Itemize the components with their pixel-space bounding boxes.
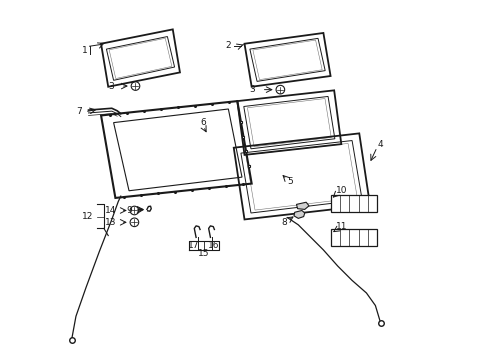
Text: 2: 2 [225, 41, 231, 50]
Text: 11: 11 [336, 222, 347, 231]
Text: 9: 9 [126, 206, 132, 215]
Text: 4: 4 [376, 140, 382, 149]
Text: 17: 17 [187, 241, 199, 250]
Text: 8: 8 [281, 218, 286, 227]
Text: 6: 6 [200, 118, 206, 127]
Text: 15: 15 [198, 249, 209, 258]
Text: 1: 1 [82, 46, 88, 55]
Text: 12: 12 [81, 212, 93, 221]
Text: 16: 16 [207, 241, 219, 250]
Text: 10: 10 [336, 186, 347, 195]
Polygon shape [296, 202, 308, 210]
Text: 13: 13 [105, 218, 117, 227]
Text: 5: 5 [287, 177, 293, 186]
Bar [330, 195, 376, 212]
Text: 3: 3 [108, 82, 114, 91]
Text: 3: 3 [248, 85, 254, 94]
Polygon shape [293, 211, 304, 219]
Text: 7: 7 [77, 107, 82, 116]
Text: 14: 14 [105, 206, 117, 215]
Bar [330, 229, 376, 246]
